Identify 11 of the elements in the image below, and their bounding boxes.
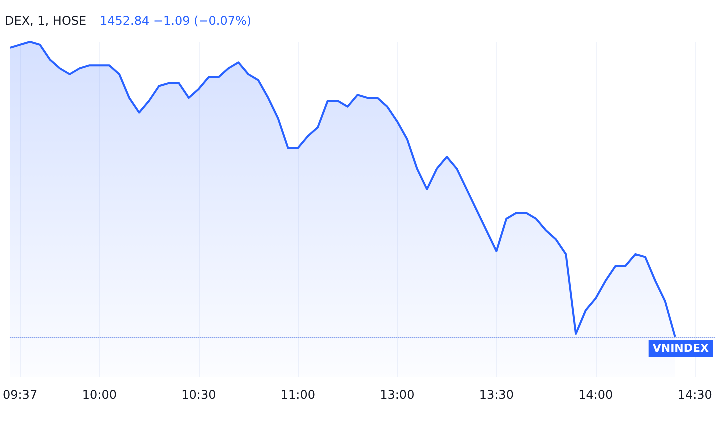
x-tick-label: 10:30 (182, 388, 216, 402)
chart-title: DEX, 1, HOSE (5, 14, 87, 28)
x-tick-label: 10:00 (82, 388, 117, 402)
ref-line-label: VNINDEX (652, 342, 710, 355)
x-tick-label: 13:00 (380, 388, 415, 402)
x-tick-label: 13:30 (479, 388, 514, 402)
x-tick-label: 11:00 (280, 388, 316, 402)
x-tick-label: 14:30 (678, 388, 712, 402)
x-tick-label: 14:00 (578, 388, 614, 402)
chart-subtitle: 1452.84 −1.09 (−0.07%) (100, 14, 252, 28)
x-tick-label: 09:37 (2, 388, 38, 402)
